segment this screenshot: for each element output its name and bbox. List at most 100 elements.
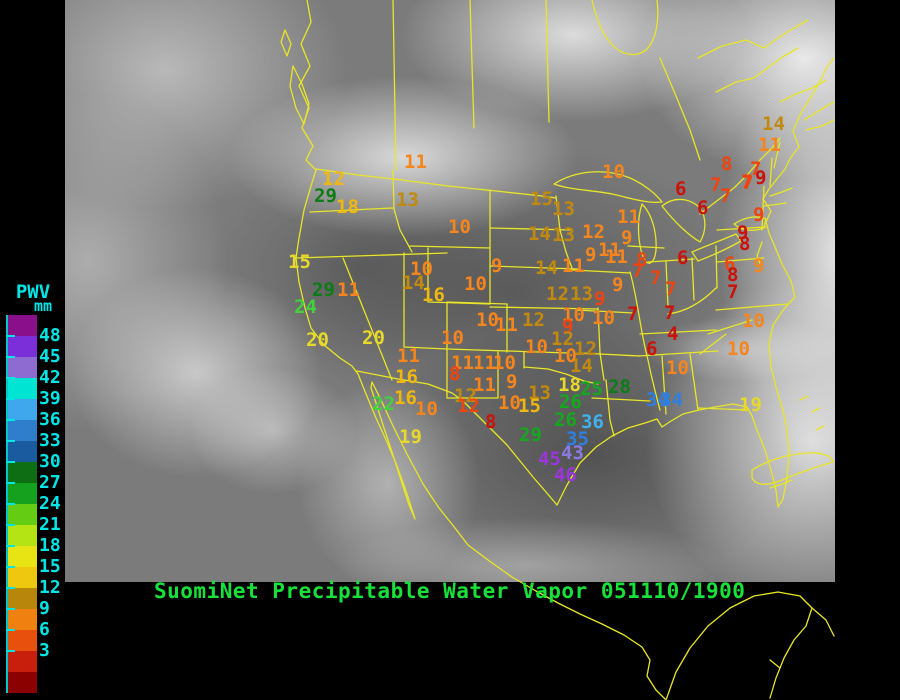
image-title: SuomiNet Precipitable Water Vapor 051110…: [154, 579, 746, 603]
station-pwv-value: 35: [566, 428, 589, 450]
station-pwv-value: 18: [336, 196, 359, 218]
legend-color-segment: [6, 483, 37, 504]
station-pwv-value: 6: [675, 178, 687, 200]
station-pwv-value: 10: [562, 304, 585, 326]
station-pwv-value: 13: [396, 189, 419, 211]
station-pwv-value: 26: [559, 391, 582, 413]
station-pwv-value: 15: [518, 395, 541, 417]
pwv-legend: PWV mm 48 45 42 39 36 33 30 27 24 21 18 15 12 9 6 3: [2, 283, 68, 693]
legend-color-segment: [6, 441, 37, 462]
station-pwv-value: 11: [404, 151, 427, 173]
station-pwv-value: 12: [574, 338, 597, 360]
legend-tick: [6, 524, 15, 526]
station-pwv-value: 6: [646, 338, 658, 360]
legend-color-segment: [6, 609, 37, 630]
legend-color-segment: [6, 630, 37, 651]
legend-value-label: 21: [39, 514, 61, 535]
station-pwv-value: 8: [727, 264, 739, 286]
station-pwv-value: 9: [612, 274, 624, 296]
legend-color-segment: [6, 378, 37, 399]
satellite-image: [65, 0, 835, 582]
station-pwv-value: 9: [753, 204, 765, 226]
station-pwv-value: 11: [495, 314, 518, 336]
station-pwv-value: 10: [415, 398, 438, 420]
legend-value-label: 42: [39, 367, 61, 388]
legend-value-label: 15: [39, 556, 61, 577]
station-pwv-value: 12: [322, 168, 345, 190]
legend-value-label: 45: [39, 346, 61, 367]
station-pwv-value: 14: [535, 257, 558, 279]
station-pwv-value: 7: [727, 281, 739, 303]
station-pwv-value: 9: [491, 255, 503, 277]
station-pwv-value: 8: [739, 233, 751, 255]
station-pwv-value: 29: [312, 279, 335, 301]
station-pwv-value: 10: [441, 327, 464, 349]
station-pwv-value: 15: [530, 188, 553, 210]
station-pwv-value: 10: [602, 161, 625, 183]
station-pwv-value: 22: [372, 393, 395, 415]
station-pwv-value: 11: [617, 206, 640, 228]
legend-color-segment: [6, 462, 37, 483]
station-pwv-value: 14: [762, 113, 785, 135]
station-pwv-value: 7: [741, 171, 753, 193]
station-pwv-value: 10: [464, 273, 487, 295]
station-pwv-value: 8: [721, 153, 733, 175]
station-pwv-value: 34: [646, 389, 669, 411]
station-pwv-value: 12: [522, 309, 545, 331]
station-pwv-value: 10: [592, 307, 615, 329]
legend-color-segment: [6, 546, 37, 567]
station-pwv-value: 11: [337, 279, 360, 301]
station-pwv-value: 36: [581, 411, 604, 433]
station-pwv-value: 11: [605, 246, 628, 268]
legend-color-segment: [6, 399, 37, 420]
station-pwv-value: 9: [755, 167, 767, 189]
station-pwv-value: 7: [664, 302, 676, 324]
station-pwv-value: 6: [724, 253, 736, 275]
legend-value-label: 18: [39, 535, 61, 556]
station-pwv-value: 16: [395, 366, 418, 388]
station-pwv-value: 43: [561, 442, 584, 464]
station-pwv-value: 19: [739, 394, 762, 416]
station-pwv-value: 19: [399, 426, 422, 448]
station-pwv-value: 24: [294, 296, 317, 318]
station-pwv-value: 6: [697, 197, 709, 219]
legend-colorbar: 48 45 42 39 36 33 30 27 24 21 18 15 12 9 6 3: [6, 315, 68, 693]
station-pwv-value: 7: [665, 278, 677, 300]
station-pwv-value: 11: [758, 134, 781, 156]
station-pwv-value: 6: [677, 247, 689, 269]
legend-value-label: 33: [39, 430, 61, 451]
legend-color-segment: [6, 336, 37, 357]
station-pwv-value: 14: [402, 272, 425, 294]
legend-value-label: 39: [39, 388, 61, 409]
legend-color-segment: [6, 651, 37, 672]
station-pwv-value: 14: [528, 223, 551, 245]
legend-value-label: 3: [39, 640, 50, 661]
legend-value-label: 24: [39, 493, 61, 514]
station-pwv-value: 9: [506, 371, 518, 393]
legend-units: mm: [34, 297, 53, 315]
station-pwv-value: 29: [314, 185, 337, 207]
station-pwv-value: 12: [454, 385, 477, 407]
station-pwv-value: 10: [498, 392, 521, 414]
legend-tick: [6, 629, 15, 631]
legend-value-label: 12: [39, 577, 61, 598]
station-pwv-value: 12: [551, 328, 574, 350]
legend-color-segment: [6, 420, 37, 441]
station-pwv-value: 13: [552, 224, 575, 246]
station-pwv-value: 16: [422, 284, 445, 306]
station-pwv-value: 11: [473, 374, 496, 396]
station-pwv-value: 28: [608, 376, 631, 398]
station-pwv-value: 8: [485, 411, 497, 433]
station-pwv-value: 20: [362, 327, 385, 349]
station-pwv-value: 10: [727, 338, 750, 360]
station-pwv-value: 14: [570, 355, 593, 377]
legend-color-segment: [6, 588, 37, 609]
station-pwv-value: 10: [410, 258, 433, 280]
legend-tick: [6, 440, 15, 442]
station-pwv-value: 10: [493, 352, 516, 374]
station-pwv-value: 10: [554, 345, 577, 367]
legend-tick: [6, 356, 15, 358]
station-pwv-value: 11: [473, 352, 496, 374]
station-pwv-value: 25: [580, 378, 603, 400]
legend-tick: [6, 608, 15, 610]
